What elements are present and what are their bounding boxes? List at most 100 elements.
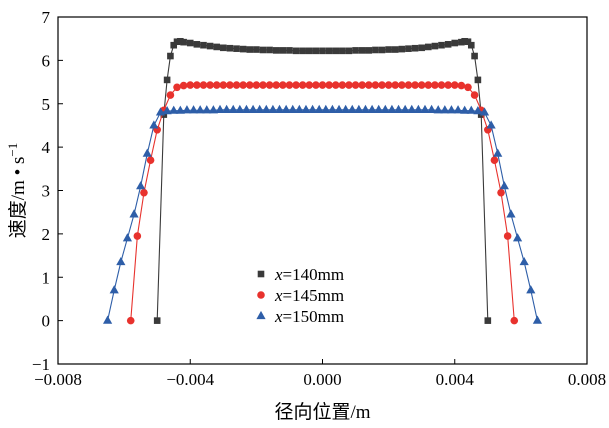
data-point	[471, 52, 478, 60]
data-point	[358, 81, 366, 89]
x-tick-label: −0.008	[34, 370, 82, 389]
data-point	[253, 46, 260, 53]
data-point	[325, 81, 333, 89]
data-point	[285, 81, 294, 89]
y-tick-label: 3	[42, 182, 51, 201]
data-point	[332, 47, 340, 55]
data-point	[212, 81, 221, 89]
data-point	[417, 81, 426, 89]
legend-label: x=150mm	[274, 307, 344, 326]
data-point	[279, 47, 287, 54]
data-point	[193, 41, 201, 48]
data-point	[318, 81, 327, 89]
data-point	[286, 47, 293, 54]
data-point	[307, 104, 318, 113]
data-point	[497, 188, 505, 197]
data-point	[334, 104, 344, 113]
data-point	[325, 47, 333, 55]
series-layer	[102, 37, 543, 325]
data-point	[213, 43, 220, 51]
data-point	[239, 45, 247, 53]
data-point	[102, 315, 113, 324]
data-point	[484, 317, 492, 324]
series-0	[153, 37, 492, 324]
data-point	[532, 315, 543, 324]
y-tick-label: 1	[42, 268, 51, 287]
data-point	[305, 81, 314, 89]
data-point	[460, 105, 470, 114]
data-point	[292, 47, 300, 55]
data-point	[206, 81, 214, 89]
data-point	[265, 81, 274, 89]
data-point	[246, 46, 254, 53]
data-point	[202, 105, 212, 114]
data-point	[149, 120, 159, 129]
data-point	[140, 188, 148, 197]
data-point	[391, 46, 399, 53]
data-point	[438, 41, 445, 49]
data-point	[215, 104, 225, 113]
legend-marker	[257, 291, 265, 299]
data-point	[458, 38, 465, 46]
data-point	[109, 285, 119, 294]
data-point	[345, 47, 353, 55]
data-point	[281, 104, 291, 113]
data-point	[347, 104, 357, 113]
y-tick-label: 2	[42, 225, 51, 244]
data-point	[510, 316, 519, 325]
data-point	[195, 105, 205, 114]
data-point	[378, 81, 386, 89]
data-point	[241, 104, 252, 113]
data-point	[126, 316, 135, 325]
data-point	[252, 81, 261, 89]
data-point	[425, 43, 432, 51]
data-point	[142, 148, 152, 157]
data-point	[173, 83, 181, 92]
legend-label: x=145mm	[274, 286, 344, 305]
data-point	[116, 256, 126, 266]
data-point	[272, 47, 280, 54]
data-point	[259, 46, 267, 54]
data-point	[312, 47, 320, 55]
legend-label-variable: x	[274, 307, 283, 326]
data-point	[162, 106, 172, 115]
data-point	[444, 41, 452, 48]
data-point	[327, 104, 338, 113]
data-point	[446, 105, 457, 114]
legend-label-value: =140mm	[283, 265, 345, 284]
legend-label-variable: x	[274, 286, 283, 305]
data-point	[433, 105, 443, 114]
data-point	[364, 81, 373, 89]
plot-frame	[57, 16, 588, 365]
data-point	[503, 232, 512, 240]
data-point	[466, 105, 476, 114]
data-point	[391, 81, 400, 89]
y-axis-title-main: 速度/m • s	[7, 157, 29, 239]
data-point	[407, 104, 417, 113]
data-point	[272, 81, 281, 89]
data-point	[206, 42, 214, 50]
data-point	[374, 104, 384, 113]
data-point	[372, 46, 379, 54]
legend-label-value: =145mm	[283, 286, 345, 305]
data-point	[219, 81, 228, 89]
legend-marker	[256, 310, 266, 320]
data-point	[420, 104, 430, 113]
data-point	[345, 81, 353, 89]
x-axis-title: 径向位置/m	[274, 401, 370, 423]
y-tick-label: 5	[42, 95, 51, 114]
data-point	[279, 81, 287, 89]
data-point	[453, 105, 463, 114]
data-point	[479, 107, 490, 116]
data-point	[473, 106, 483, 115]
data-point	[413, 104, 423, 113]
data-point	[239, 81, 247, 89]
data-point	[378, 46, 386, 54]
data-point	[404, 81, 413, 89]
data-point	[358, 47, 366, 54]
y-tick-label: 0	[42, 312, 51, 331]
data-point	[338, 81, 347, 89]
data-point	[208, 105, 218, 114]
